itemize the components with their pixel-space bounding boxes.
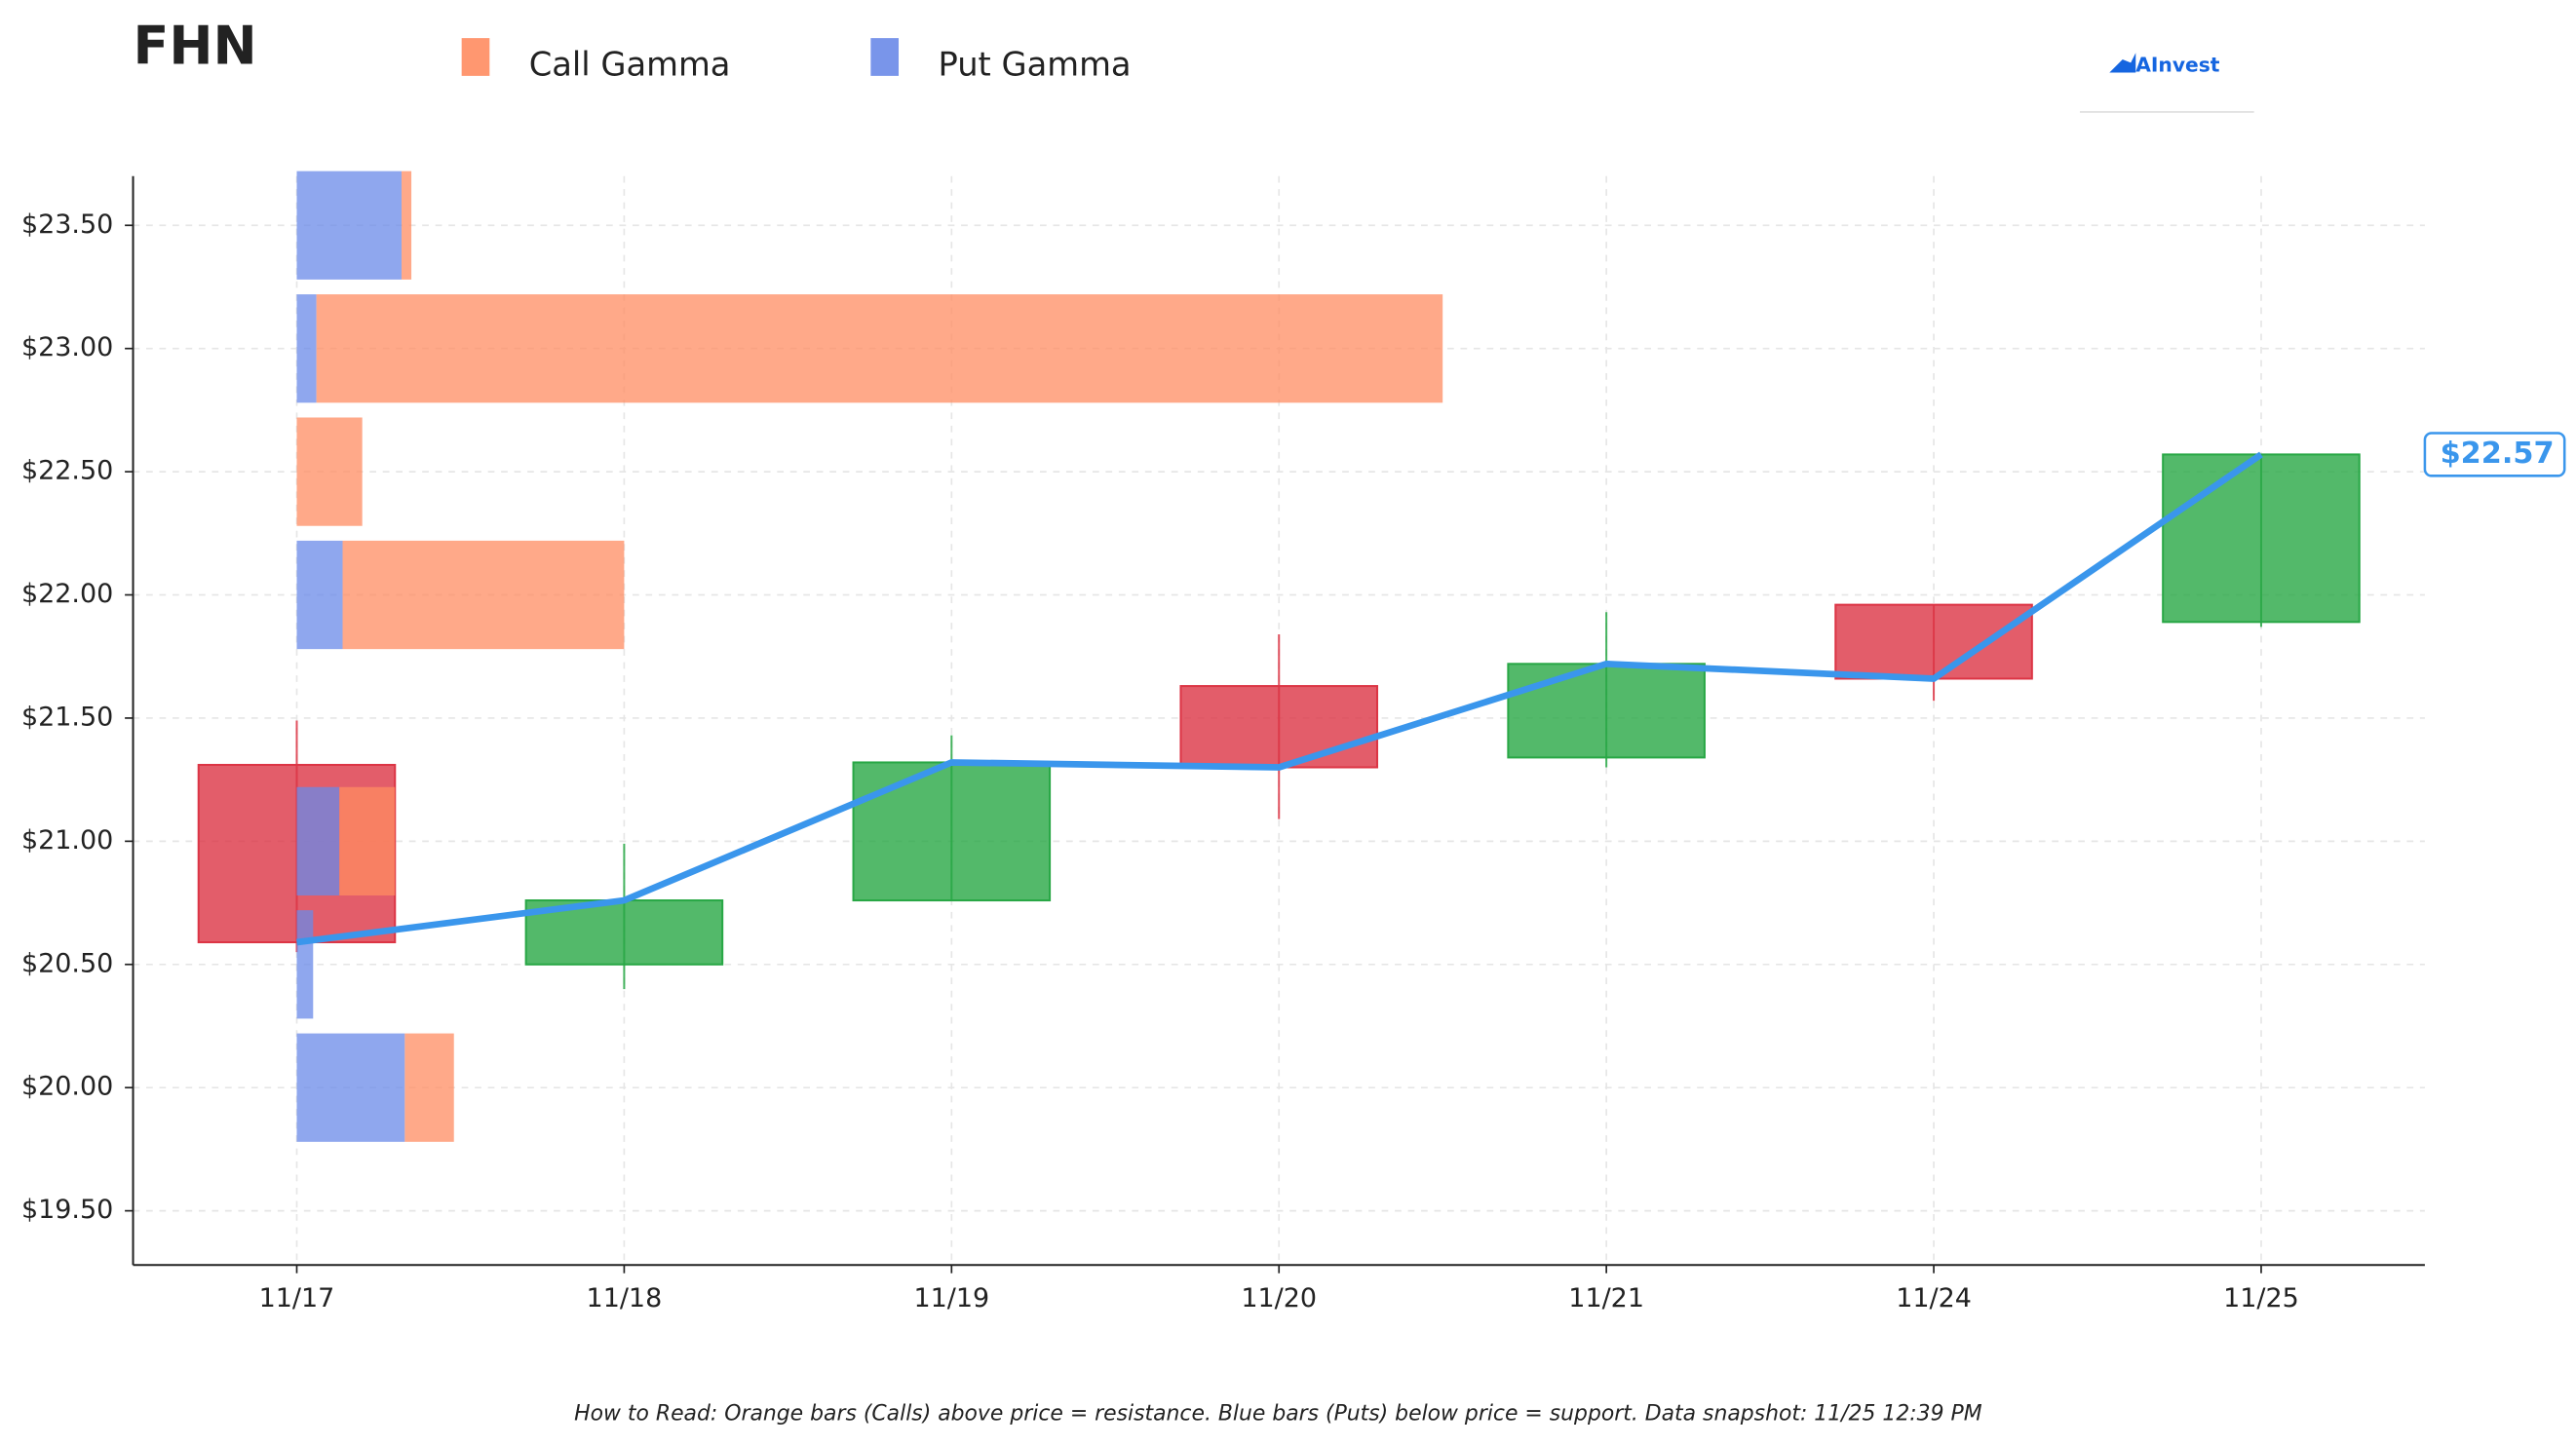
y-tick-label: $20.50 bbox=[21, 948, 113, 978]
legend-label: Call Gamma bbox=[529, 45, 731, 83]
gamma-bar bbox=[296, 294, 317, 403]
x-tick-label: 11/17 bbox=[259, 1283, 335, 1313]
gamma-bar bbox=[404, 1033, 454, 1142]
gamma-bar bbox=[296, 1033, 405, 1142]
gamma-bar bbox=[296, 910, 314, 1019]
legend-swatch bbox=[870, 38, 900, 76]
x-tick-label: 11/20 bbox=[1241, 1283, 1317, 1313]
last-price-label: $22.57 bbox=[2441, 437, 2555, 471]
y-tick-label: $21.00 bbox=[21, 825, 113, 856]
gamma-bar bbox=[316, 294, 1443, 403]
x-tick-label: 11/18 bbox=[587, 1283, 663, 1313]
candle-body bbox=[1179, 685, 1379, 769]
chart-title: FHN bbox=[134, 16, 257, 77]
y-tick-label: $21.50 bbox=[21, 702, 113, 732]
gamma-bar bbox=[296, 540, 343, 650]
legend-swatch bbox=[461, 38, 490, 76]
y-tick-label: $22.50 bbox=[21, 456, 113, 486]
price-line bbox=[296, 451, 2263, 946]
x-tick-label: 11/24 bbox=[1896, 1283, 1972, 1313]
legend-label: Put Gamma bbox=[938, 45, 1131, 83]
candle-body bbox=[1834, 603, 2033, 680]
candle-body bbox=[852, 761, 1052, 902]
y-tick-label: $19.50 bbox=[21, 1195, 113, 1225]
gamma-bar bbox=[296, 417, 363, 526]
y-tick-label: $23.00 bbox=[21, 332, 113, 362]
y-tick-label: $20.00 bbox=[21, 1072, 113, 1102]
x-tick-label: 11/21 bbox=[1568, 1283, 1644, 1313]
logo-icon bbox=[2109, 53, 2136, 73]
gamma-bar bbox=[342, 540, 625, 650]
y-tick-label: $23.50 bbox=[21, 209, 113, 240]
x-tick-label: 11/19 bbox=[913, 1283, 989, 1313]
gamma-bar bbox=[296, 786, 340, 895]
gamma-bar bbox=[401, 171, 412, 280]
candle-body bbox=[2162, 453, 2361, 624]
candle-body bbox=[1507, 663, 1706, 759]
footnote: How to Read: Orange bars (Calls) above p… bbox=[574, 1402, 1982, 1427]
logo: AInvest bbox=[2135, 53, 2219, 76]
y-tick-label: $22.00 bbox=[21, 579, 113, 609]
gamma-bar bbox=[296, 171, 402, 280]
last-price-box bbox=[2423, 432, 2566, 477]
x-tick-label: 11/25 bbox=[2223, 1283, 2299, 1313]
gamma-bar bbox=[339, 786, 396, 895]
